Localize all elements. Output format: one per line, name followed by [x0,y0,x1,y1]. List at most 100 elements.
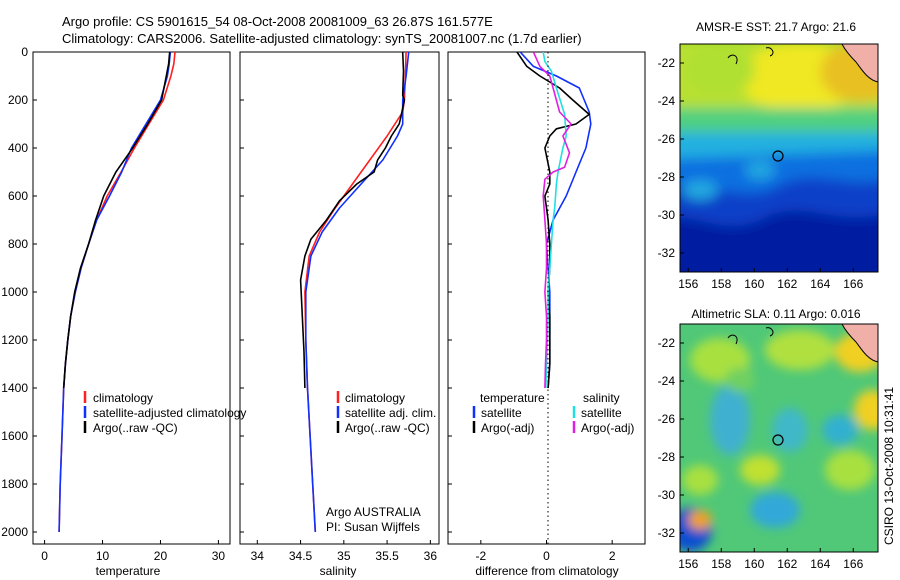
depth-tick-label: 2000 [1,525,28,539]
temperature-legend: climatology satellite-adjusted climatolo… [83,391,246,435]
legend-title-temperature: temperature [480,391,545,405]
map-y-tick-label: -32 [658,246,676,260]
legend-label-argo: Argo(..raw -QC) [345,421,430,435]
depth-tick-label: 200 [8,93,28,107]
map-x-tick-label: 162 [777,557,797,571]
depth-tick-label: 600 [8,189,28,203]
map-y-tick-label: -22 [658,56,676,70]
series-line-salinity-0 [304,52,407,533]
reef-outline [727,327,774,345]
map-x-tick-label: 158 [711,277,731,291]
map-y-tick-label: -28 [658,450,676,464]
map-x-tick-label: 160 [744,277,764,291]
map-y-tick-label: -32 [658,526,676,540]
depth-tick-label: 800 [8,237,28,251]
coastline-land [841,44,878,83]
map-x-tick-label: 156 [678,277,698,291]
legend-label-sal-argo: Argo(-adj) [581,421,634,435]
depth-tick-label: 1000 [1,285,28,299]
coastline-land [841,324,878,363]
salinity-x-ticks: 34 34.5 35 35.5 36 [240,51,437,563]
sst-map-title: AMSR-E SST: 21.7 Argo: 21.6 [696,20,856,34]
map-y-tick-label: -26 [658,412,676,426]
argo-position-marker [772,434,784,446]
x-tick-label: 35 [337,549,351,563]
difference-axes-frame [447,51,646,545]
argo-position-marker [772,150,784,162]
sst-map-ticks: 156 158 160 162 164 166 -22 -24 -26 -28 -30 -32 [658,56,864,291]
sst-map [680,44,878,272]
x-tick-label: 0 [543,549,550,563]
map-x-tick-label: 162 [777,277,797,291]
salinity-plot [299,52,410,533]
x-tick-label: 10 [96,549,110,563]
sla-map-ticks: 156 158 160 162 164 166 -22 -24 -26 -28 -30 -32 [658,336,864,571]
series-line-difference-3 [532,52,572,389]
sla-map [680,324,878,552]
legend-title-salinity: salinity [583,391,620,405]
x-tick-label: 20 [154,549,168,563]
argo-program-annotation: Argo AUSTRALIA [326,505,421,519]
difference-plot [516,52,592,389]
x-tick-label: -2 [475,549,486,563]
legend-label-argo: Argo(..raw -QC) [93,421,178,435]
sst-map-frame [679,43,879,273]
depth-tick-label: 1600 [1,429,28,443]
map-y-tick-label: -24 [658,374,676,388]
legend-label-climatology: climatology [93,391,153,405]
figure-title: Argo profile: CS 5901615_54 08-Oct-2008 … [62,14,493,29]
sla-map-frame [679,323,879,553]
salinity-legend: climatology satellite adj. clim. Argo(..… [336,391,436,435]
map-y-tick-label: -30 [658,208,676,222]
x-tick-label: 0 [41,549,48,563]
series-line-temperature-2 [62,52,171,389]
legend-label-satellite: satellite-adjusted climatology [93,406,246,420]
salinity-axes-frame [239,51,440,545]
sla-map-title: Altimetric SLA: 0.11 Argo: 0.016 [691,307,861,321]
map-x-tick-label: 164 [810,277,830,291]
temperature-plot [58,52,176,533]
x-tick-label: 2 [609,549,616,563]
x-tick-label: 30 [212,549,226,563]
x-tick-label: 35.5 [375,549,399,563]
map-y-tick-label: -28 [658,170,676,184]
depth-tick-label: 1200 [1,333,28,347]
map-x-tick-label: 166 [843,277,863,291]
legend-label-temp-argo: Argo(-adj) [481,421,534,435]
depth-tick-label: 1800 [1,477,28,491]
map-x-tick-label: 158 [711,557,731,571]
argo-pi-annotation: PI: Susan Wijffels [326,520,420,534]
series-line-salinity-1 [304,52,410,533]
map-x-tick-label: 160 [744,557,764,571]
depth-tick-label: 400 [8,141,28,155]
x-tick-label: 34 [251,549,265,563]
series-line-salinity-2 [299,52,406,389]
difference-axis-label: difference from climatology [475,564,618,578]
series-line-difference-2 [542,52,568,389]
map-x-tick-label: 156 [678,557,698,571]
series-line-temperature-1 [58,52,172,533]
figure-subtitle: Climatology: CARS2006. Satellite-adjuste… [62,31,582,46]
map-x-tick-label: 166 [843,557,863,571]
temperature-axes-frame [32,51,231,545]
legend-label-sal-satellite: satellite [581,406,622,420]
legend-label-climatology: climatology [345,391,405,405]
depth-tick-label: 1400 [1,381,28,395]
x-tick-label: 34.5 [289,549,313,563]
map-y-tick-label: -30 [658,488,676,502]
depth-axis-ticks: 0 200 400 600 800 1000 1200 1400 1600 1800 2000 [1,45,28,539]
difference-legend: temperature salinity satellite Argo(-adj… [472,391,634,435]
temperature-axis-label: temperature [96,564,161,578]
series-line-difference-0 [519,52,592,389]
difference-x-ticks: -2 0 2 [448,51,616,563]
series-line-difference-1 [516,52,591,389]
salinity-axis-label: salinity [320,564,357,578]
map-y-tick-label: -24 [658,94,676,108]
series-line-temperature-0 [58,52,176,533]
legend-label-satellite: satellite adj. clim. [345,406,436,420]
generation-stamp: CSIRO 13-Oct-2008 10:31:41 [882,387,896,545]
map-y-tick-label: -22 [658,336,676,350]
depth-tick-label: 0 [21,45,28,59]
map-y-tick-label: -26 [658,132,676,146]
